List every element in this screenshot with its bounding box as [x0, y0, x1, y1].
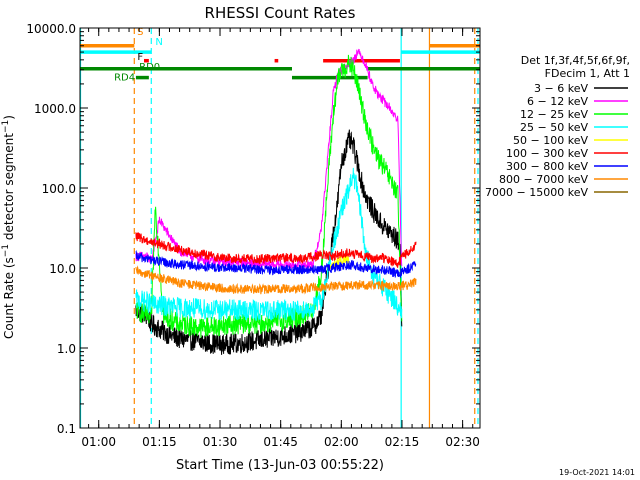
- flag-label: RD0: [139, 62, 160, 73]
- y-tick-label: 1000.0: [34, 102, 76, 116]
- legend-entry-label: 800 − 7000 keV: [499, 173, 588, 186]
- x-tick-label: 01:45: [263, 435, 298, 449]
- series-line: [135, 232, 417, 268]
- legend-entry-label: 6 − 12 keV: [527, 95, 588, 108]
- chart-title: RHESSI Count Rates: [205, 4, 356, 22]
- series-line: [135, 129, 403, 355]
- y-tick-label: 1.0: [57, 342, 76, 356]
- x-tick-label: 02:15: [385, 435, 420, 449]
- series-line: [135, 167, 403, 322]
- y-axis-ticks: 0.1 1.0 10.0 100.0 1000.0 10000.0: [26, 22, 480, 436]
- flag-label: RD4: [114, 73, 135, 84]
- footer-timestamp: 19-Oct-2021 14:01: [559, 468, 635, 477]
- legend: Det 1f,3f,4f,5f,6f,9f, FDecim 1, Att 1 3…: [485, 54, 630, 199]
- series-line: [135, 265, 417, 295]
- plot-series: [135, 48, 417, 355]
- x-tick-label: 01:15: [142, 435, 177, 449]
- flag-label: F: [137, 52, 143, 63]
- legend-entry-label: 3 − 6 keV: [534, 82, 588, 95]
- flag-label: S: [137, 27, 143, 38]
- x-axis-title: Start Time (13-Jun-03 00:55:22): [176, 458, 384, 473]
- series-line: [135, 54, 403, 338]
- legend-entry-label: 7000 − 15000 keV: [485, 186, 588, 199]
- series-line: [135, 249, 417, 279]
- flag-label: N: [155, 37, 162, 48]
- y-axis-title-sup1: −1: [1, 244, 11, 257]
- legend-header-line1: Det 1f,3f,4f,5f,6f,9f,: [521, 54, 630, 67]
- x-tick-label: 02:00: [324, 435, 359, 449]
- y-axis-title: Count Rate (s−1 detector segment−1): [1, 115, 16, 339]
- legend-entry-label: 100 − 300 keV: [506, 147, 588, 160]
- overlay-lines: [79, 28, 479, 428]
- y-tick-label: 0.1: [57, 422, 76, 436]
- x-axis-ticks: 01:00 01:15 01:30 01:45 02:00 02:15 02:30: [81, 28, 480, 449]
- y-axis-title-sup2: −1: [1, 120, 11, 133]
- legend-entry-label: 300 − 800 keV: [506, 160, 588, 173]
- legend-entry-label: 12 − 25 keV: [520, 108, 588, 121]
- plot-frame: [79, 27, 481, 429]
- y-axis-title-mid: detector segment: [2, 133, 16, 244]
- legend-header-line2: FDecim 1, Att 1: [545, 67, 630, 80]
- legend-entry-label: 25 − 50 keV: [520, 121, 588, 134]
- legend-entry-label: 50 − 100 keV: [513, 134, 588, 147]
- series-line: [135, 48, 403, 270]
- y-tick-label: 10.0: [49, 262, 76, 276]
- y-tick-label: 10000.0: [26, 22, 76, 36]
- y-tick-label: 100.0: [42, 182, 76, 196]
- y-axis-title-main: Count Rate (s: [2, 257, 16, 339]
- x-tick-label: 01:30: [203, 435, 238, 449]
- x-tick-label: 01:00: [81, 435, 116, 449]
- x-tick-label: 02:30: [445, 435, 480, 449]
- y-axis-title-close: ): [2, 115, 16, 120]
